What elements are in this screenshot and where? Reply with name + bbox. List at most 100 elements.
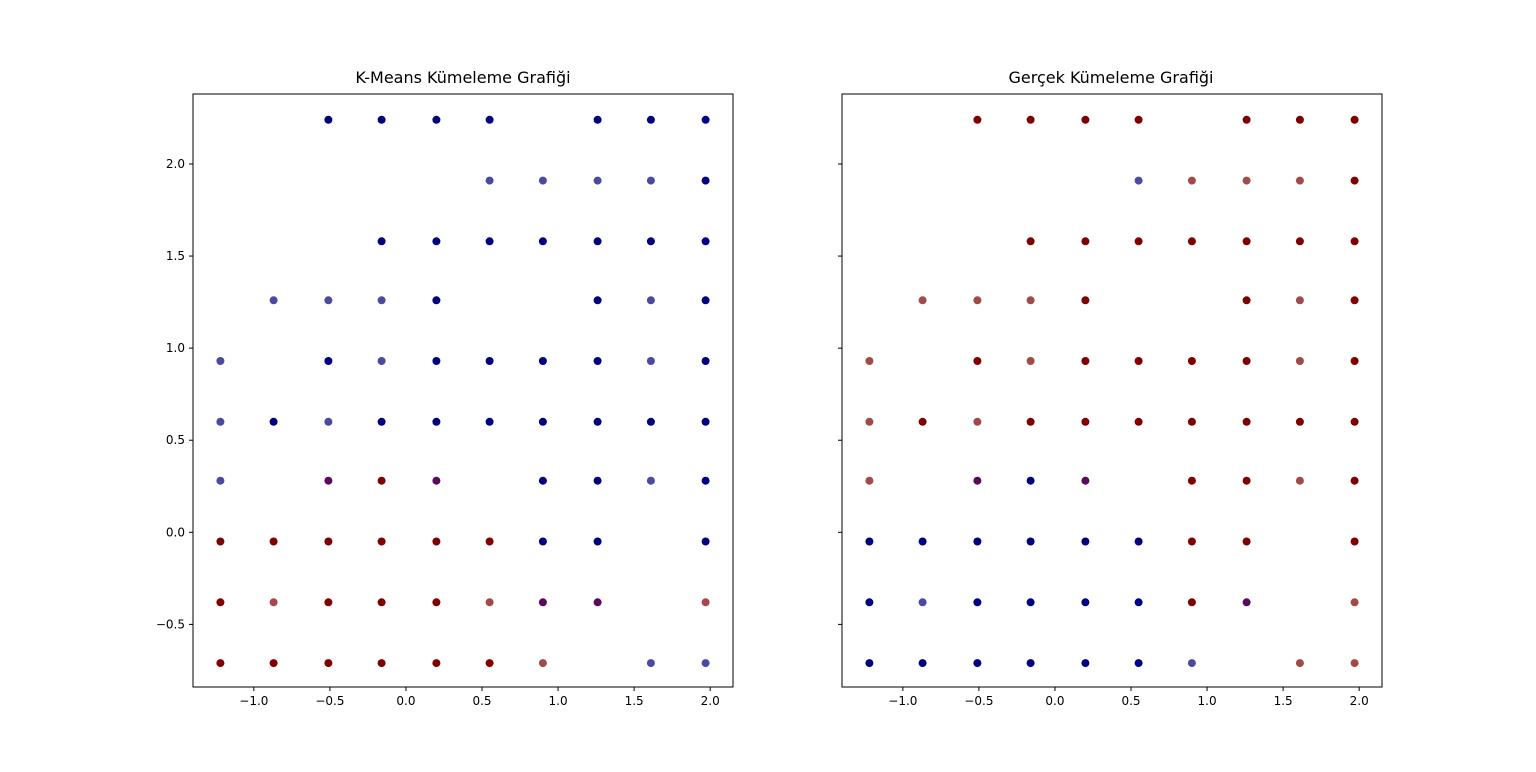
data-point — [593, 357, 602, 365]
kmeans-chart-title: K-Means Kümeleme Grafiği — [355, 68, 570, 87]
data-point — [1295, 296, 1304, 305]
data-point — [538, 598, 547, 607]
data-point — [324, 115, 333, 124]
kmeans-plot-area: −1.0 −0.5 0.0 0.5 1.0 1.5 2.0 −0.5 0.0 0.5 1.0 1.5 2… — [156, 93, 734, 708]
data-point — [1350, 176, 1359, 185]
data-point — [1350, 237, 1359, 246]
data-point — [1295, 357, 1304, 365]
data-point — [1295, 659, 1304, 668]
data-point — [1242, 176, 1251, 185]
data-point — [865, 659, 874, 668]
data-point — [377, 115, 386, 124]
data-point — [485, 237, 494, 246]
data-point — [485, 417, 494, 426]
data-point — [593, 237, 602, 246]
data-point — [216, 537, 225, 546]
data-point — [485, 659, 494, 668]
data-point — [593, 598, 602, 607]
data-point — [973, 357, 982, 365]
x-tick-label: −0.5 — [964, 694, 993, 708]
data-point — [701, 357, 710, 365]
data-point — [1350, 598, 1359, 607]
data-point — [1187, 598, 1196, 607]
x-tick-label: 1.0 — [549, 694, 568, 708]
data-point — [324, 296, 333, 305]
x-tick-label: −1.0 — [888, 694, 917, 708]
data-point — [701, 537, 710, 546]
y-tick-label: 0.5 — [166, 433, 185, 447]
data-point — [973, 115, 982, 124]
data-point — [1295, 115, 1304, 124]
data-point — [1242, 476, 1251, 485]
data-point — [1350, 417, 1359, 426]
data-point — [1350, 659, 1359, 668]
data-point — [1242, 598, 1251, 607]
data-point — [1295, 417, 1304, 426]
data-point — [1187, 176, 1196, 185]
data-point — [377, 476, 386, 485]
data-point — [377, 659, 386, 668]
data-point — [701, 417, 710, 426]
data-point — [1295, 176, 1304, 185]
data-point — [701, 296, 710, 305]
data-point — [1295, 237, 1304, 246]
data-point — [324, 417, 333, 426]
y-tick-label: 0.0 — [166, 525, 185, 539]
y-tick-label: −0.5 — [156, 617, 185, 631]
data-point — [701, 659, 710, 668]
data-point — [216, 659, 225, 668]
data-point — [432, 115, 441, 124]
y-tick-label: 1.5 — [166, 249, 185, 263]
data-point — [269, 659, 278, 668]
data-point — [1242, 417, 1251, 426]
data-point — [865, 417, 874, 426]
data-point — [377, 417, 386, 426]
data-point — [1026, 476, 1035, 485]
data-point — [324, 357, 333, 365]
data-point — [485, 357, 494, 365]
true-cluster-chart-panel: Gerçek Kümeleme Grafiği −1.0 −0.5 0.0 0.5 1.… — [838, 68, 1383, 708]
data-point — [701, 598, 710, 607]
data-point — [1134, 659, 1143, 668]
data-point — [1026, 659, 1035, 668]
data-point — [646, 115, 655, 124]
data-point — [377, 237, 386, 246]
data-point — [1026, 598, 1035, 607]
data-point — [1350, 537, 1359, 546]
data-point — [1350, 476, 1359, 485]
data-point — [701, 115, 710, 124]
x-tick-label: 2.0 — [1350, 694, 1369, 708]
data-point — [973, 417, 982, 426]
data-point — [1350, 115, 1359, 124]
data-point — [432, 659, 441, 668]
data-point — [1134, 537, 1143, 546]
data-point — [973, 476, 982, 485]
data-point — [485, 176, 494, 185]
data-point — [1242, 537, 1251, 546]
data-point — [646, 417, 655, 426]
x-tick-label: 2.0 — [701, 694, 720, 708]
data-point — [593, 417, 602, 426]
x-tick-label: 1.0 — [1198, 694, 1217, 708]
data-point — [216, 598, 225, 607]
data-point — [1081, 476, 1090, 485]
y-tick-label: 1.0 — [166, 341, 185, 355]
data-point — [377, 357, 386, 365]
data-point — [432, 237, 441, 246]
data-point — [1187, 417, 1196, 426]
data-point — [593, 476, 602, 485]
y-tick-label: 2.0 — [166, 157, 185, 171]
x-tick-label: 0.5 — [472, 694, 491, 708]
data-point — [701, 476, 710, 485]
data-point — [593, 115, 602, 124]
x-tick-label: −1.0 — [239, 694, 268, 708]
data-point — [646, 476, 655, 485]
x-tick-label: −0.5 — [315, 694, 344, 708]
data-point — [216, 417, 225, 426]
data-point — [1081, 417, 1090, 426]
data-point — [538, 659, 547, 668]
data-point — [485, 115, 494, 124]
data-point — [432, 537, 441, 546]
data-point — [1242, 357, 1251, 365]
